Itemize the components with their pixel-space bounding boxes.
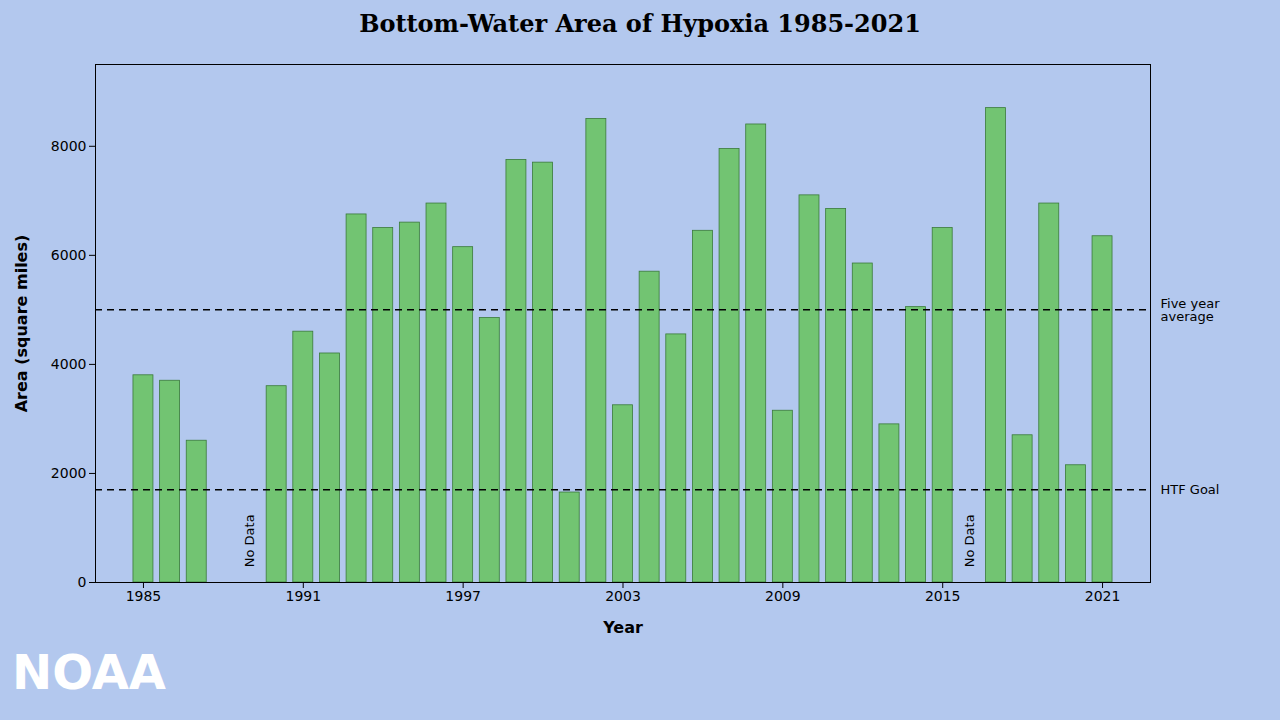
svg-text:No Data: No Data	[242, 514, 257, 567]
svg-text:0: 0	[78, 574, 87, 590]
svg-text:HTF Goal: HTF Goal	[1161, 482, 1220, 497]
svg-text:2003: 2003	[605, 588, 641, 604]
svg-text:8000: 8000	[51, 138, 87, 154]
svg-text:4000: 4000	[51, 356, 87, 372]
svg-text:1985: 1985	[126, 588, 162, 604]
svg-text:2015: 2015	[925, 588, 961, 604]
svg-text:1997: 1997	[445, 588, 481, 604]
svg-text:Five yearaverage: Five yearaverage	[1161, 296, 1221, 324]
svg-text:6000: 6000	[51, 247, 87, 263]
svg-text:2009: 2009	[765, 588, 801, 604]
svg-text:No Data: No Data	[961, 514, 976, 567]
svg-text:Year: Year	[602, 618, 643, 637]
svg-text:2000: 2000	[51, 465, 87, 481]
svg-text:1991: 1991	[285, 588, 321, 604]
svg-text:2021: 2021	[1085, 588, 1121, 604]
html-text:Bottom-Water Area of Hypoxia 1: Bottom-Water Area of Hypoxia 1985-2021	[359, 9, 921, 38]
svg-text:Area (square miles): Area (square miles)	[12, 235, 31, 413]
html-text:NOAA: NOAA	[12, 644, 166, 700]
